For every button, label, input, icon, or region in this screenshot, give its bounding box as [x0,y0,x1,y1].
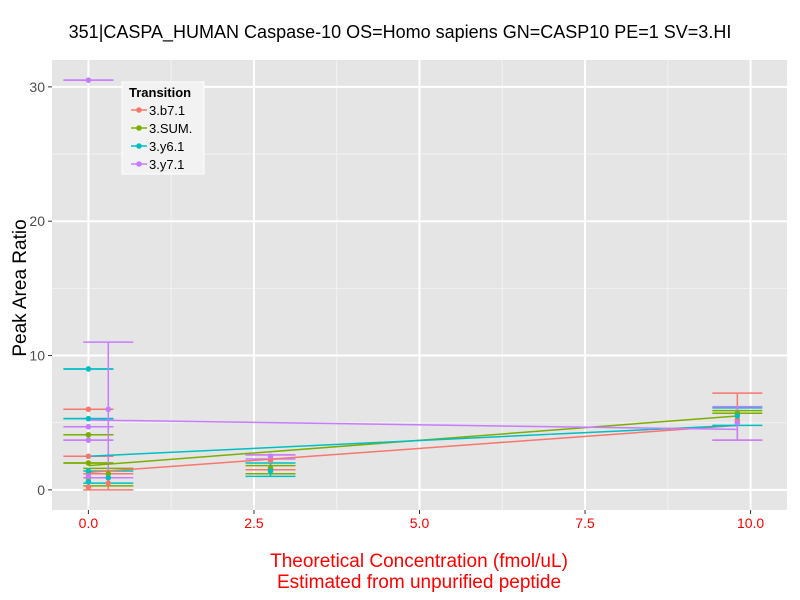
y-tick-label: 30 [29,79,45,95]
data-point [105,406,112,413]
trend-line [88,424,738,458]
data-point [85,478,92,485]
x-tick-label: 2.5 [244,515,264,531]
legend-key-point [136,125,142,131]
x-axis-title-line1: Theoretical Concentration (fmol/uL) [270,551,568,572]
data-point [85,453,92,460]
x-tick-label: 5.0 [410,515,430,531]
y-tick-label: 10 [29,348,45,364]
data-point [85,484,92,490]
legend-label: 3.y7.1 [149,157,184,172]
legend-title: Transition [129,85,191,100]
chart-title: 351|CASPA_HUMAN Caspase-10 OS=Homo sapie… [69,22,732,43]
data-point [85,431,92,438]
data-point [734,419,741,426]
legend-key-point [136,161,142,167]
data-point [105,480,112,486]
y-tick-label: 20 [29,213,45,229]
data-point [85,437,92,443]
data-point [267,468,274,474]
trend-line [88,419,738,431]
trend-lines [88,415,738,474]
legend-label: 3.y6.1 [149,139,184,154]
legend-items: 3.b7.1 3.SUM. 3.y6.1 3.y7.1 [131,103,192,172]
y-axis-title: Peak Area Ratio [10,219,31,356]
data-point [85,460,92,466]
data-point [267,457,274,464]
data-point [85,366,92,372]
x-tick-label: 7.5 [575,515,595,531]
data-point [85,415,92,422]
data-point [85,77,92,83]
data-point [734,413,741,419]
data-point [85,473,92,480]
x-tick-label: 0.0 [79,515,99,531]
x-axis-ticks: 0.0 2.5 5.0 7.5 10.0 [79,510,764,531]
legend: Transition 3.b7.1 3.SUM. 3.y6.1 3.y7.1 [121,81,205,175]
data-point [85,468,92,474]
data-point [267,453,274,460]
data-point [105,470,112,477]
trend-line [88,424,738,474]
x-tick-label: 10.0 [737,515,764,531]
y-axis-ticks: 0 10 20 30 [29,79,52,498]
data-point [85,423,92,430]
y-tick-label: 0 [37,482,45,498]
data-point [85,406,92,413]
data-point [105,474,112,481]
legend-key-point [136,143,142,149]
data-points [85,77,741,490]
legend-key-point [136,107,142,113]
legend-label: 3.b7.1 [149,103,185,118]
x-axis-title-line2: Estimated from unpurified peptide [277,572,561,593]
legend-label: 3.SUM. [149,121,192,136]
